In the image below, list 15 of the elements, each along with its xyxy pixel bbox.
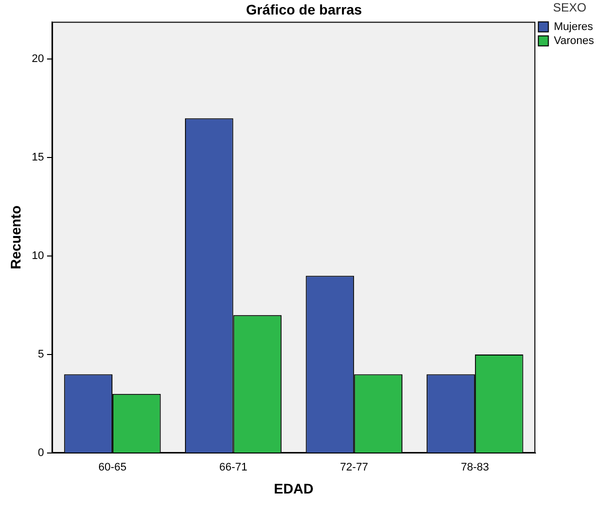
- x-tick-label: 78-83: [460, 462, 489, 474]
- chart-title: Gráfico de barras: [246, 1, 362, 18]
- x-axis-title: EDAD: [274, 480, 314, 496]
- y-axis-title: Recuento: [7, 206, 24, 270]
- y-tick-label: 20: [32, 53, 44, 66]
- legend-title: SEXO: [552, 0, 586, 14]
- x-tick-label: 66-71: [219, 462, 248, 474]
- y-tick-label: 15: [32, 152, 44, 164]
- legend-label: Mujeres: [554, 20, 594, 33]
- y-tick-label: 0: [38, 447, 44, 460]
- y-tick-label: 5: [38, 348, 44, 361]
- x-tick-label: 72-77: [340, 462, 368, 474]
- legend-label: Varones: [554, 34, 594, 47]
- y-tick-label: 10: [32, 250, 44, 262]
- x-tick-label: 60-65: [98, 462, 127, 474]
